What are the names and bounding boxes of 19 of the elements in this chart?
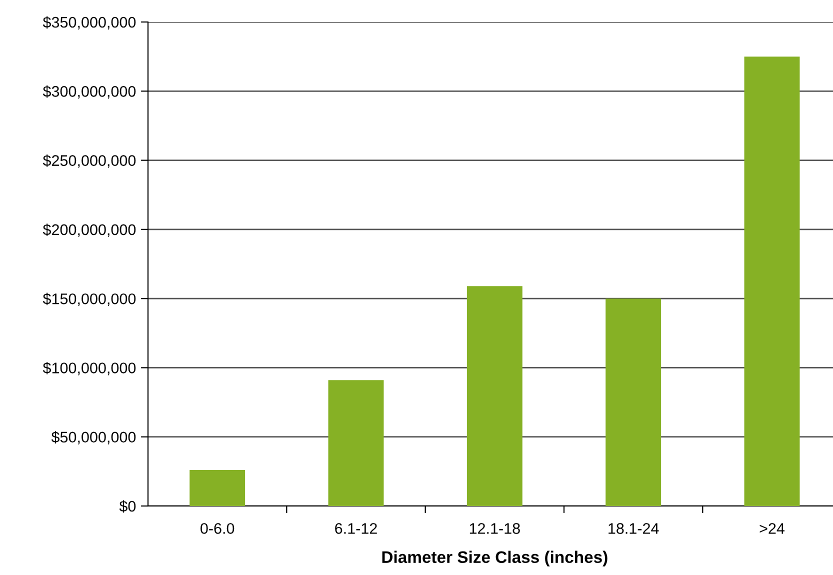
bar (744, 56, 800, 506)
y-tick-label: $300,000,000 (42, 85, 136, 99)
bar (328, 380, 384, 506)
y-tick-label: $50,000,000 (51, 431, 136, 444)
bar (466, 286, 522, 506)
y-tick-label: $250,000,000 (42, 154, 136, 168)
y-tick-label: $0 (119, 500, 136, 513)
y-tick-label: $200,000,000 (42, 224, 136, 237)
x-tick-label: 12.1-18 (470, 523, 520, 534)
y-tick-label: $150,000,000 (42, 292, 136, 306)
y-tick-label: $350,000,000 (42, 16, 136, 30)
x-axis-title: Diameter Size Class (inches) (382, 550, 608, 566)
x-tick-label: >24 (760, 523, 785, 534)
x-tick-label: 6.1-12 (335, 523, 377, 534)
bar (606, 298, 662, 506)
y-tick-label: $100,000,000 (42, 362, 136, 376)
bar (190, 470, 246, 506)
x-tick-label: 18.1-24 (608, 523, 659, 534)
x-tick-label: 0-6.0 (200, 523, 234, 534)
